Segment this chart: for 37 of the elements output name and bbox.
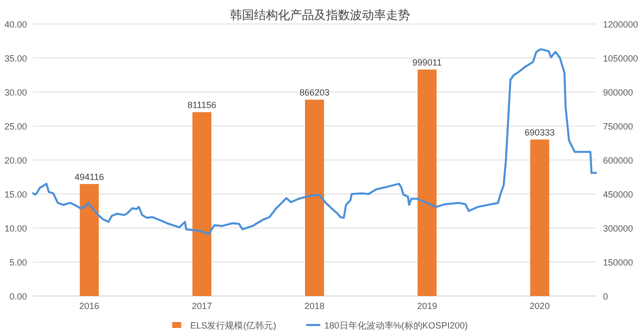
y-tick-label: 10.00 <box>4 224 27 234</box>
y2-tick-label: 750000 <box>603 122 634 132</box>
y-tick-label: 40.00 <box>4 20 27 30</box>
y-tick-label: 30.00 <box>4 88 27 98</box>
x-tick-label: 2018 <box>304 301 325 311</box>
legend-label: 180日年化波动率%(标的KOSPI200) <box>324 320 468 330</box>
bar <box>80 184 99 296</box>
y2-tick-label: 300000 <box>603 224 634 234</box>
data-label: 866203 <box>299 88 330 98</box>
x-tick-label: 2019 <box>417 301 438 311</box>
y2-tick-label: 150000 <box>603 258 634 268</box>
x-tick-label: 2020 <box>530 301 550 311</box>
x-tick-label: 2017 <box>192 301 212 311</box>
y-tick-label: 0.00 <box>9 292 27 302</box>
y-tick-label: 20.00 <box>4 156 27 166</box>
y2-tick-label: 900000 <box>603 88 634 98</box>
y2-tick-label: 600000 <box>603 156 634 166</box>
y-tick-label: 25.00 <box>4 122 27 132</box>
bar <box>305 100 324 296</box>
y2-tick-label: 1200000 <box>603 20 638 30</box>
y-tick-label: 5.00 <box>9 258 27 268</box>
data-label: 494116 <box>74 172 104 182</box>
y2-tick-label: 1050000 <box>603 54 638 64</box>
bar <box>530 140 550 296</box>
data-label: 690333 <box>524 128 555 138</box>
bar <box>418 70 437 296</box>
y-tick-label: 35.00 <box>4 54 27 64</box>
y2-tick-label: 0 <box>603 292 608 302</box>
legend-label: ELS发行规模(亿韩元) <box>190 320 276 330</box>
y-tick-label: 15.00 <box>4 190 27 200</box>
data-label: 999011 <box>412 58 442 68</box>
data-label: 811156 <box>188 100 216 110</box>
chart-title: 韩国结构化产品及指数波动率走势 <box>230 8 410 22</box>
x-tick-label: 2016 <box>79 301 100 311</box>
bar <box>192 112 212 296</box>
line-series <box>32 48 597 236</box>
y2-tick-label: 450000 <box>603 190 634 200</box>
